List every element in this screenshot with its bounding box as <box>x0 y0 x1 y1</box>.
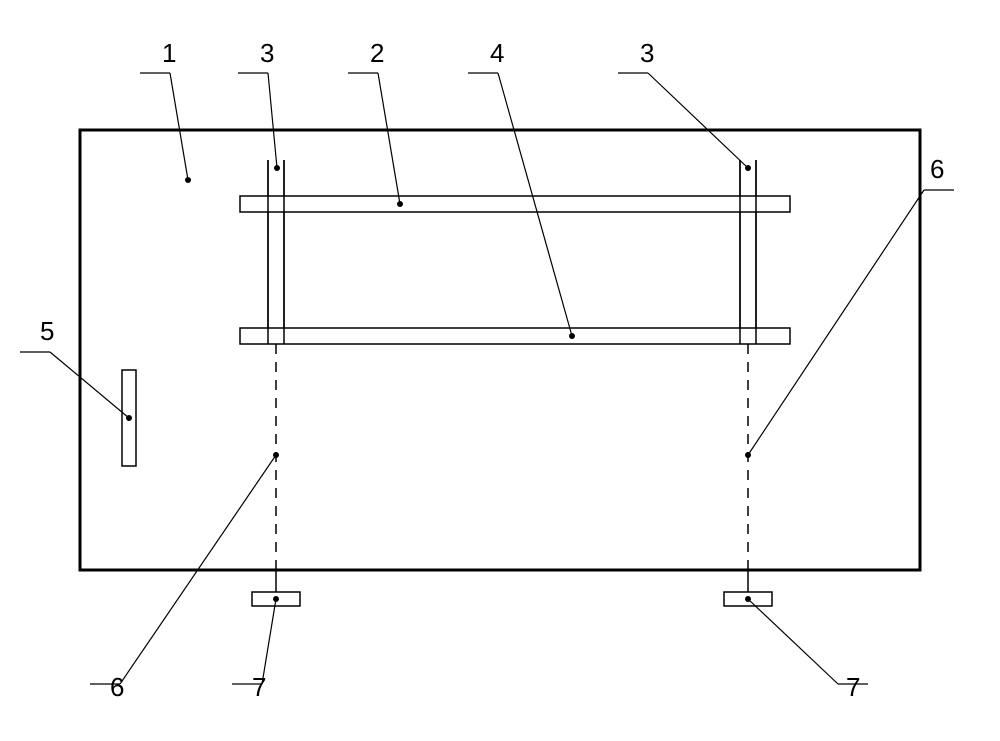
callout-label-2: 2 <box>370 38 384 68</box>
callout-label-3: 3 <box>640 38 654 68</box>
leader-line <box>50 352 129 418</box>
leader-line <box>378 73 400 204</box>
callout-label-3: 3 <box>260 38 274 68</box>
leader-line <box>748 190 924 455</box>
leader-line <box>170 73 188 180</box>
callout-label-6: 6 <box>110 672 124 702</box>
leader-line <box>268 73 277 168</box>
callout-label-7: 7 <box>846 672 860 702</box>
engineering-diagram: 1 2 4 5 3 3 6 6 7 7 <box>0 0 1000 741</box>
callout-label-1: 1 <box>162 38 176 68</box>
callout-label-5: 5 <box>40 316 54 346</box>
leader-line <box>748 599 838 684</box>
leader-line <box>498 73 572 336</box>
leader-line <box>648 73 748 168</box>
callout-label-4: 4 <box>490 38 504 68</box>
callout-label-7: 7 <box>252 672 266 702</box>
callout-label-6: 6 <box>930 154 944 184</box>
